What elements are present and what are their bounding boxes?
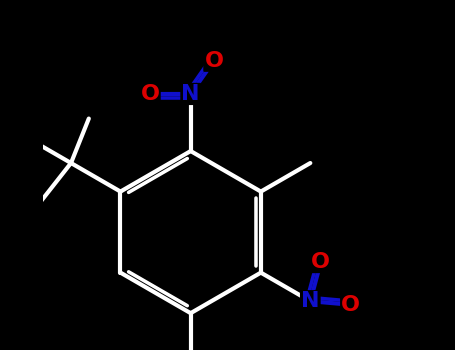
- Text: O: O: [141, 84, 160, 104]
- Text: O: O: [311, 252, 330, 272]
- Text: O: O: [341, 295, 360, 315]
- Text: O: O: [204, 51, 223, 71]
- Text: N: N: [301, 291, 319, 311]
- Text: N: N: [182, 84, 200, 104]
